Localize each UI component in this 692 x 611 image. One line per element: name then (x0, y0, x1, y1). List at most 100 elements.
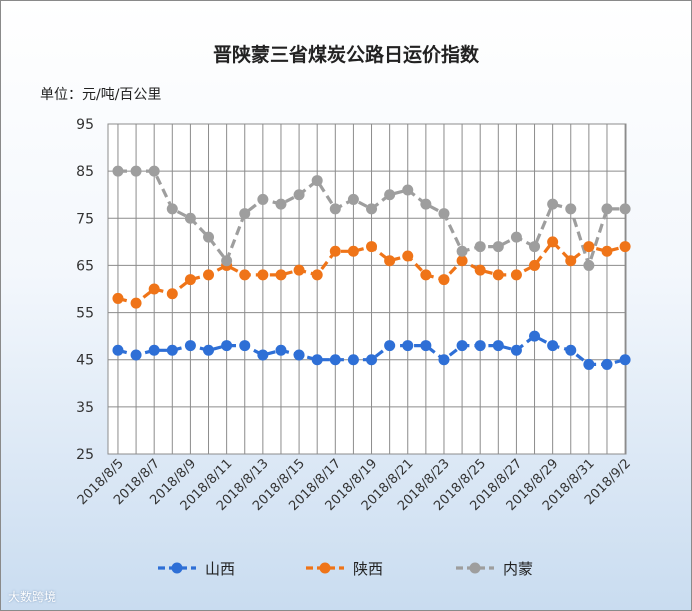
y-axis: 25 35 45 55 65 75 85 95 (76, 117, 94, 463)
data-point-2 (148, 165, 160, 177)
data-point-2 (275, 198, 287, 210)
data-point-2 (438, 208, 450, 220)
legend-label: 山西 (205, 559, 236, 578)
data-point-0 (221, 340, 233, 352)
legend-item: 陕西 (305, 556, 383, 580)
data-point-1 (619, 241, 631, 253)
data-point-0 (166, 344, 178, 356)
data-point-0 (329, 354, 341, 366)
data-point-1 (366, 241, 378, 253)
data-point-1 (565, 255, 577, 267)
data-point-0 (148, 344, 160, 356)
data-point-0 (583, 358, 595, 370)
data-point-1 (130, 297, 142, 309)
data-point-2 (565, 203, 577, 215)
data-point-0 (456, 340, 468, 352)
y-tick-label: 95 (76, 117, 94, 133)
data-point-1 (420, 269, 432, 281)
data-point-2 (112, 165, 124, 177)
data-point-2 (366, 203, 378, 215)
data-point-0 (547, 340, 559, 352)
data-point-1 (293, 264, 305, 276)
y-tick-label: 25 (76, 447, 94, 463)
legend-item: 山西 (157, 556, 235, 580)
data-point-2 (456, 245, 468, 257)
legend-label: 内蒙 (503, 559, 534, 578)
data-point-2 (203, 231, 215, 243)
y-tick-label: 35 (76, 400, 94, 416)
data-point-2 (166, 203, 178, 215)
data-point-2 (239, 208, 251, 220)
data-point-2 (492, 241, 504, 253)
data-point-1 (492, 269, 504, 281)
data-point-1 (529, 259, 541, 271)
data-point-1 (583, 241, 595, 253)
data-point-1 (203, 269, 215, 281)
data-point-2 (384, 189, 396, 201)
data-point-0 (510, 344, 522, 356)
data-point-1 (311, 269, 323, 281)
data-point-2 (510, 231, 522, 243)
data-point-0 (420, 340, 432, 352)
data-point-0 (130, 349, 142, 361)
plot-background (107, 123, 627, 455)
y-tick-label: 55 (76, 306, 94, 322)
data-point-0 (293, 349, 305, 361)
legend-label: 陕西 (353, 559, 384, 578)
data-point-1 (166, 288, 178, 300)
legend-swatch (158, 562, 196, 574)
legend-swatch (456, 562, 494, 574)
data-point-2 (130, 165, 142, 177)
legend-item: 内蒙 (455, 556, 533, 580)
legend-swatch (306, 562, 344, 574)
data-point-2 (619, 203, 631, 215)
data-point-2 (529, 241, 541, 253)
data-point-0 (601, 358, 613, 370)
data-point-1 (384, 255, 396, 267)
data-point-0 (619, 354, 631, 366)
data-point-2 (184, 212, 196, 224)
data-point-0 (203, 344, 215, 356)
data-point-1 (329, 245, 341, 257)
series-points (112, 165, 631, 370)
data-point-0 (402, 340, 414, 352)
data-point-0 (438, 354, 450, 366)
data-point-0 (529, 330, 541, 342)
data-point-2 (311, 175, 323, 187)
data-point-1 (257, 269, 269, 281)
data-point-1 (239, 269, 251, 281)
data-point-1 (275, 269, 287, 281)
data-point-2 (547, 198, 559, 210)
data-point-2 (257, 193, 269, 205)
data-point-0 (112, 344, 124, 356)
data-point-0 (184, 340, 196, 352)
data-point-0 (366, 354, 378, 366)
data-point-0 (275, 344, 287, 356)
data-point-2 (474, 241, 486, 253)
data-point-1 (148, 283, 160, 295)
data-point-2 (402, 184, 414, 196)
unit-label: 单位：元/吨/百公里 (40, 87, 162, 103)
data-point-0 (474, 340, 486, 352)
y-tick-label: 65 (76, 258, 94, 274)
data-point-2 (583, 259, 595, 271)
data-point-0 (311, 354, 323, 366)
data-point-1 (402, 250, 414, 262)
y-tick-label: 45 (76, 353, 94, 369)
y-tick-label: 75 (76, 211, 94, 227)
data-point-1 (347, 245, 359, 257)
data-point-0 (239, 340, 251, 352)
data-point-0 (384, 340, 396, 352)
chart-title: 晋陕蒙三省煤炭公路日运价指数 (212, 44, 479, 66)
data-point-1 (601, 245, 613, 257)
data-point-2 (329, 203, 341, 215)
data-point-2 (420, 198, 432, 210)
data-point-0 (492, 340, 504, 352)
x-axis: 2018/8/52018/8/72018/8/92018/8/112018/8/… (75, 456, 634, 514)
data-point-0 (257, 349, 269, 361)
y-tick-label: 85 (76, 164, 94, 180)
data-point-1 (456, 255, 468, 267)
legend: 山西 陕西 内蒙 (0, 556, 692, 580)
data-point-1 (438, 274, 450, 286)
